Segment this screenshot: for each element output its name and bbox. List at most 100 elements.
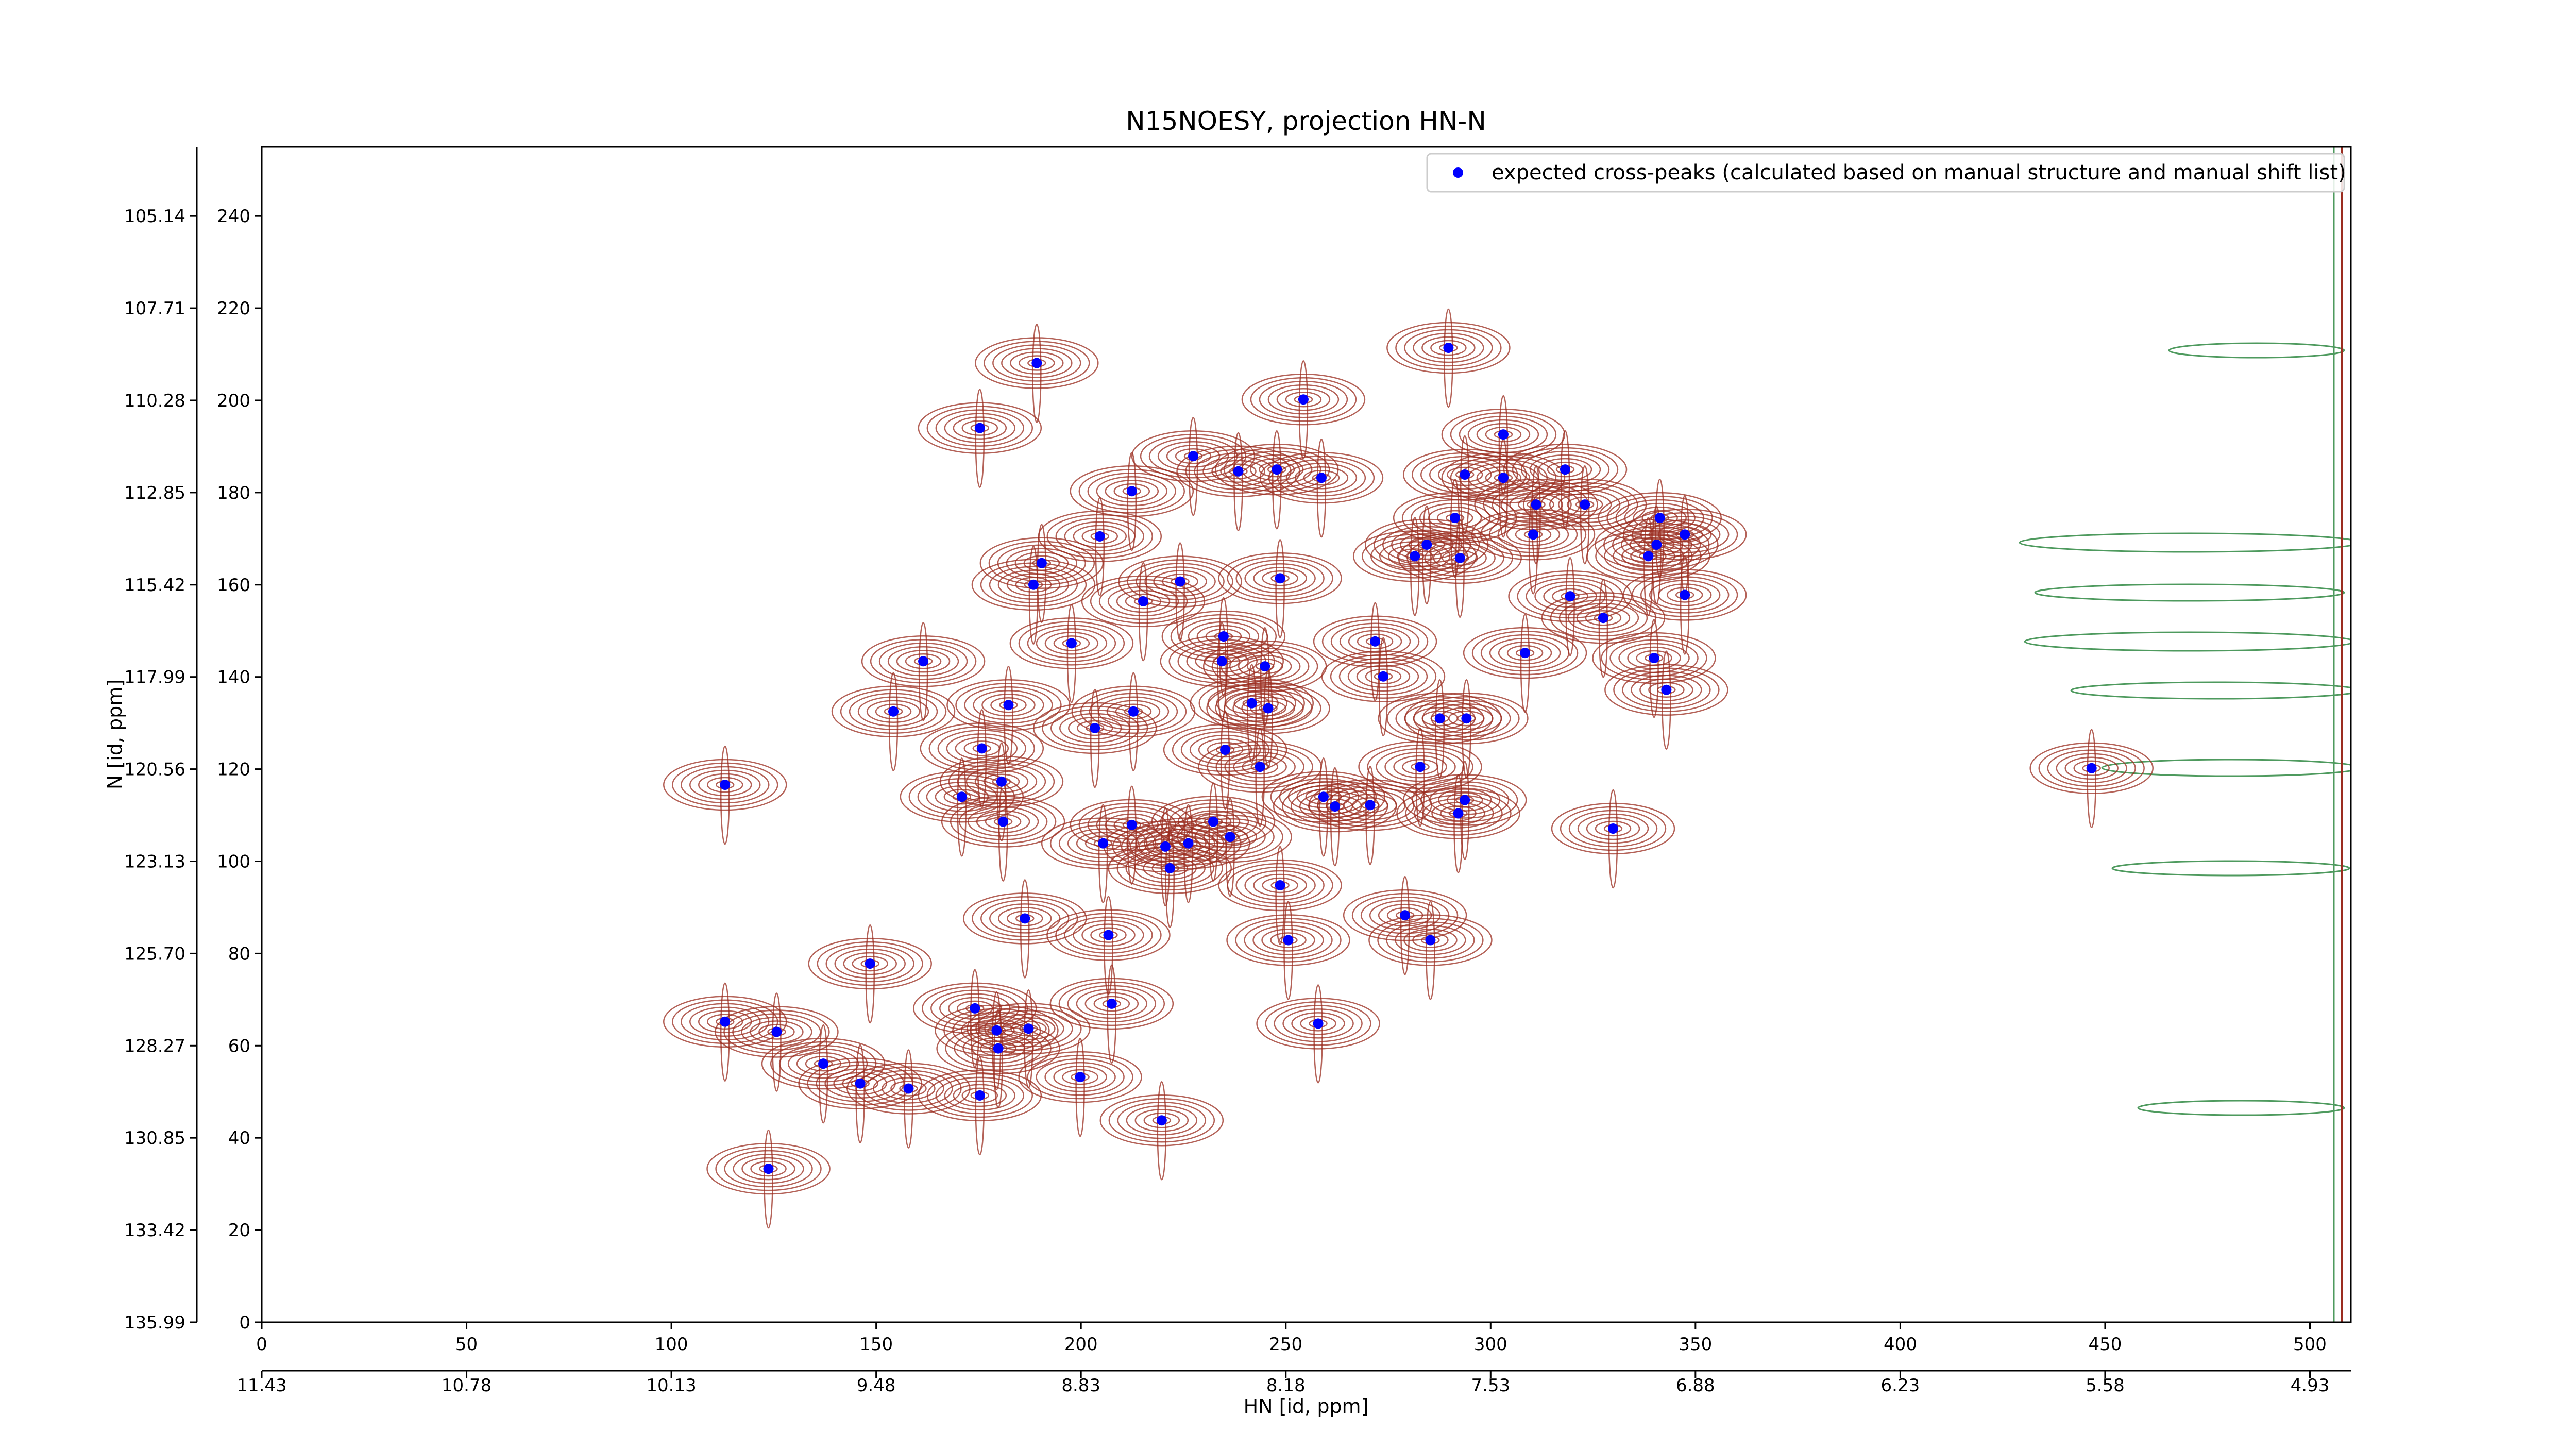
contour-ring	[955, 683, 1062, 728]
contour-ring	[1317, 783, 1423, 828]
peak-marker	[974, 1090, 985, 1101]
contour-ring	[1391, 529, 1463, 560]
contour-ring	[890, 1081, 927, 1097]
contour-ring	[1087, 472, 1177, 510]
contour-ring	[1215, 748, 1304, 786]
contour-ring	[985, 814, 1022, 830]
y2-tick-label: 130.85	[124, 1128, 185, 1149]
contour-ring	[2024, 631, 2351, 652]
peak-marker	[888, 706, 899, 717]
contour-ring	[1238, 654, 1292, 678]
contour-ring	[989, 566, 1078, 604]
peak-marker	[1415, 762, 1426, 772]
peak-marker	[998, 816, 1009, 827]
contour-ring	[1551, 802, 1675, 855]
x-tick-label: 100	[655, 1334, 688, 1355]
x2-tick-label: 8.83	[1061, 1375, 1100, 1396]
contour-ring	[1076, 720, 1113, 736]
contour-ring	[971, 559, 1096, 611]
contour-streak	[1565, 557, 1575, 656]
contour-ring	[1125, 849, 1214, 887]
contour-ring	[1586, 817, 1640, 840]
peak-contour	[1551, 789, 1675, 889]
contour-ring	[1357, 633, 1394, 650]
contour-ring	[980, 900, 1070, 937]
x2-tick-label: 6.88	[1676, 1375, 1715, 1396]
peak-marker	[1094, 531, 1105, 542]
contour-ring	[1244, 921, 1333, 959]
contour-ring	[1480, 634, 1570, 672]
peak-contour	[1386, 308, 1511, 408]
contour-ring	[980, 1040, 1016, 1056]
peak-marker	[1565, 591, 1575, 602]
peak-contour	[918, 1056, 1042, 1156]
contour-ring	[1148, 437, 1238, 475]
contour-ring	[1235, 918, 1342, 963]
contour-streak	[1275, 846, 1285, 946]
contour-ring	[1108, 842, 1232, 895]
y2-tick-label: 133.42	[124, 1220, 185, 1241]
contour-ring	[961, 1087, 998, 1104]
contour-ring	[1485, 426, 1522, 443]
y-tick-label: 160	[217, 575, 250, 596]
contour-ring	[1639, 678, 1693, 701]
contour-ring	[1226, 914, 1350, 966]
contour-ring	[1395, 925, 1466, 955]
contour-ring	[1099, 1094, 1224, 1147]
contour-ring	[1244, 870, 1316, 901]
contour-ring	[698, 773, 752, 797]
contour-ring	[896, 650, 951, 673]
contour-ring	[1262, 877, 1298, 894]
contour-ring	[1136, 563, 1225, 600]
contour-streak	[1020, 879, 1030, 979]
contour-ring	[1090, 579, 1197, 624]
contour-ring	[1567, 602, 1639, 633]
contour-ring	[1253, 873, 1307, 897]
contour-ring	[1422, 798, 1494, 829]
contour-ring	[1250, 700, 1286, 716]
contour-ring	[1064, 521, 1136, 552]
background-contours	[2019, 147, 2351, 1322]
contour-streak	[975, 1056, 985, 1156]
contour-ring	[1207, 744, 1313, 789]
contour-ring	[1108, 1098, 1215, 1143]
x-tick-label: 250	[1269, 1334, 1302, 1355]
y2-tick-label: 105.14	[124, 206, 185, 227]
contour-ring	[1232, 450, 1321, 488]
peak-marker	[1318, 791, 1329, 802]
contour-ring	[976, 810, 1030, 833]
contour-ring	[953, 1084, 1007, 1107]
peak-contour	[920, 709, 1044, 808]
peak-marker	[1216, 656, 1227, 667]
plot-frame	[261, 146, 2352, 1323]
peak-contour	[1241, 360, 1366, 460]
contour-ring	[1393, 755, 1447, 779]
contour-ring	[1414, 795, 1503, 832]
contour-ring	[1424, 543, 1496, 574]
contour-ring	[1339, 626, 1411, 657]
peak-marker	[720, 780, 731, 790]
contour-ring	[2019, 532, 2351, 553]
contour-ring	[918, 1069, 1042, 1122]
contour-ring	[1198, 738, 1252, 762]
peak-marker	[1283, 935, 1294, 946]
contour-ring	[1259, 461, 1295, 478]
contour-ring	[944, 1080, 1016, 1111]
contour-ring	[1135, 821, 1242, 866]
chart-title: N15NOESY, projection HN-N	[1126, 106, 1486, 136]
contour-ring	[1386, 921, 1475, 959]
peak-marker	[1400, 910, 1411, 921]
peak-marker	[1128, 706, 1139, 717]
contour-ring	[1467, 419, 1539, 450]
contour-ring	[1413, 696, 1520, 741]
contour-streak	[975, 389, 985, 488]
contour-streak	[1260, 627, 1270, 727]
peak-marker	[1164, 863, 1175, 873]
contour-ring	[1036, 628, 1108, 659]
contour-streak	[818, 1024, 828, 1124]
negative-contours	[2019, 147, 2351, 1322]
contour-ring	[1577, 813, 1649, 844]
contour-ring	[1485, 470, 1522, 486]
contour-ring	[1270, 932, 1307, 948]
contour-ring	[1252, 925, 1324, 955]
